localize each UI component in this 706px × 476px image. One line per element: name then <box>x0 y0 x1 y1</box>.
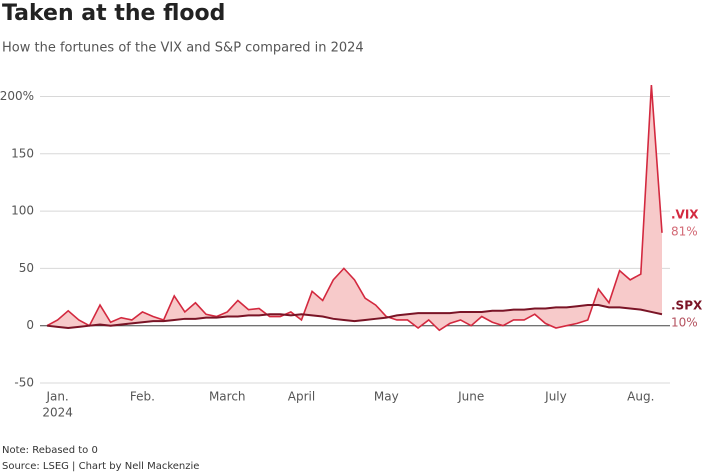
x-tick-label: Feb. <box>130 390 155 404</box>
series-line <box>46 84 663 332</box>
x-tick-label: June <box>457 390 484 404</box>
end-value-label: 10% <box>671 316 698 330</box>
x-year-label: 2024 <box>42 406 73 420</box>
y-tick-label: 150 <box>11 146 34 160</box>
x-tick-label: April <box>288 390 315 404</box>
y-tick-label: -50 <box>14 376 34 390</box>
x-tick-label: July <box>544 390 567 404</box>
note: Note: Rebased to 0 <box>2 445 98 456</box>
legend-label: .VIX <box>671 207 699 221</box>
y-tick-label: 200% <box>0 89 34 103</box>
y-tick-label: 100 <box>11 204 34 218</box>
source: Source: LSEG | Chart by Nell Mackenzie <box>2 461 199 472</box>
x-tick-label: May <box>374 390 399 404</box>
chart-title: Taken at the flood <box>2 1 225 26</box>
x-tick-label: March <box>209 390 246 404</box>
series-line <box>46 304 663 329</box>
chart-subtitle: How the fortunes of the VIX and S&P comp… <box>2 41 364 56</box>
y-tick-label: 50 <box>19 261 34 275</box>
x-tick-label: Jan. <box>45 390 68 404</box>
spread-fill <box>47 85 662 331</box>
end-value-label: 81% <box>671 224 698 238</box>
x-tick-label: Aug. <box>627 390 654 404</box>
legend-label: .SPX <box>671 299 703 313</box>
y-tick-label: 0 <box>26 318 34 332</box>
